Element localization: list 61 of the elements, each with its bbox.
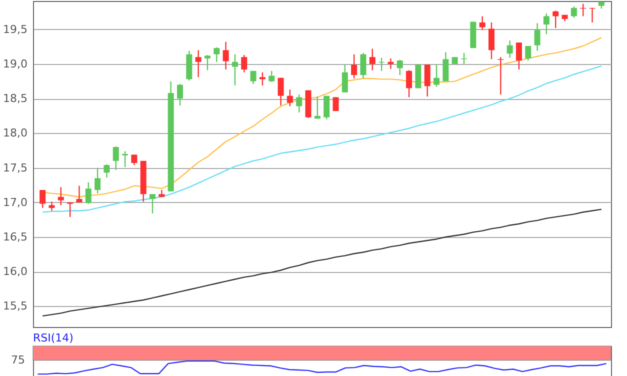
band-label: 75 <box>11 353 25 366</box>
candlestick <box>94 167 101 194</box>
candlestick <box>250 70 256 85</box>
candlestick <box>543 12 550 35</box>
candlestick <box>498 56 504 96</box>
candlestick <box>351 54 358 80</box>
candlestick <box>388 58 394 70</box>
candlestick <box>131 154 138 166</box>
candlestick <box>195 50 202 78</box>
candlestick <box>396 59 403 76</box>
candlestick <box>332 96 339 112</box>
candlestick <box>104 164 110 178</box>
candlestick <box>259 72 266 86</box>
candlestick <box>278 77 284 106</box>
candlestick <box>150 194 156 214</box>
candlestick <box>85 182 92 204</box>
candlestick <box>222 41 229 70</box>
y-tick-label: 18,0 <box>3 126 28 140</box>
candlestick <box>360 52 366 80</box>
candlestick <box>516 42 522 70</box>
y-tick-label: 18,5 <box>3 92 28 106</box>
y-tick-label: 19,0 <box>3 57 28 70</box>
candlestick <box>525 45 532 62</box>
candlestick <box>406 70 412 98</box>
y-tick-label: 17,5 <box>3 161 28 174</box>
candlestick <box>434 64 440 88</box>
line-series <box>42 208 602 317</box>
candlestick <box>204 54 210 71</box>
candlestick <box>342 64 348 93</box>
y-tick-label: 16,0 <box>3 265 28 278</box>
candlestick <box>488 22 494 60</box>
candlestick <box>122 150 128 168</box>
candlestick <box>552 10 559 29</box>
candlestick <box>296 94 302 114</box>
line-series <box>42 65 602 213</box>
candlestick <box>415 64 422 89</box>
candlestick <box>286 88 293 107</box>
y-tick-label: 17,0 <box>3 196 28 209</box>
candlestick <box>479 16 486 31</box>
candlestick <box>67 202 74 218</box>
candlestick <box>241 54 248 73</box>
candlestick <box>40 189 46 209</box>
candlestick <box>442 52 449 82</box>
candlestick <box>268 70 275 83</box>
y-tick-label: 15,5 <box>3 300 28 313</box>
candlestick <box>58 186 64 206</box>
candlestick <box>112 146 119 170</box>
candlestick <box>506 40 513 58</box>
candlestick <box>324 95 330 120</box>
candlestick <box>314 96 320 120</box>
candlestick <box>369 48 376 71</box>
chart-title: RSI(14) <box>33 332 74 345</box>
candlestick <box>76 185 82 204</box>
candlestick <box>570 6 577 18</box>
candlestick <box>534 22 540 52</box>
candlestick <box>214 46 220 63</box>
y-tick-label: 19,5 <box>3 22 28 36</box>
candlestick <box>424 64 430 98</box>
candlestick <box>177 83 183 106</box>
y-tick-label: 16,5 <box>3 230 28 244</box>
candlestick <box>232 54 238 86</box>
